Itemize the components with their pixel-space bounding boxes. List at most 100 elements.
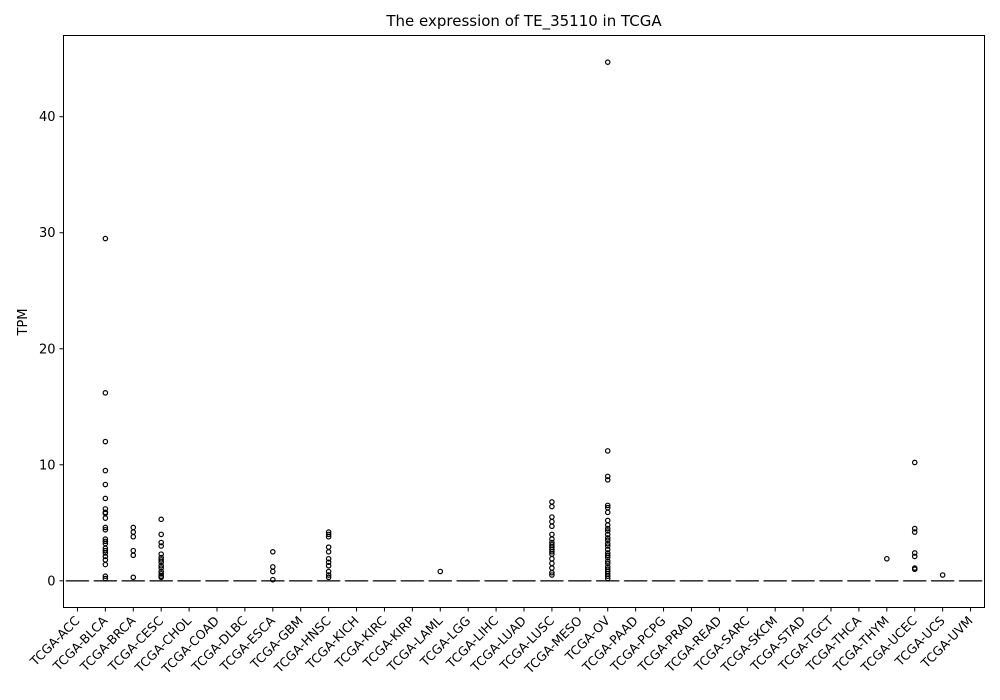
outlier-point [604,531,611,538]
outlier-point [270,576,276,583]
outlier-point [549,514,555,520]
outlier-point [325,574,332,581]
outlier-point [911,566,918,573]
outlier-point [325,572,332,578]
outlier-point [549,531,555,538]
outlier-point [549,503,555,510]
outlier-point [911,550,918,556]
outlier-point [102,467,109,474]
outlier-point [604,554,611,561]
outlier-point [604,477,611,483]
outlier-point [130,529,137,535]
outlier-point [158,516,164,523]
outlier-point [604,558,611,564]
outlier-point [102,235,109,242]
outlier-point [270,549,276,555]
box-tcga-ucs [930,572,955,582]
outlier-point [325,533,332,540]
box-tcga-esca [261,549,285,583]
outlier-point [158,559,164,566]
outlier-point [549,569,555,576]
outlier-point [158,557,164,563]
outlier-point [102,495,109,502]
outlier-point [604,537,611,544]
box-tcga-cesc [149,516,173,582]
outlier-point [325,549,332,555]
outlier-point [884,555,890,562]
outlier-point [158,574,164,581]
outlier-point [604,560,611,567]
y-tick-label: 30 [39,226,56,241]
outlier-point [604,543,611,549]
outlier-point [604,552,611,559]
y-tick-label: 10 [39,458,56,473]
outlier-point [270,564,276,570]
outlier-point [604,473,611,480]
outlier-point [325,544,332,550]
outlier-point [604,509,611,516]
outlier-point [130,552,137,559]
outlier-point [549,555,555,562]
outlier-point [604,448,611,454]
outlier-point [102,524,109,531]
box-tcga-lusc [540,499,564,582]
y-tick-label: 0 [47,574,55,589]
outlier-point [270,568,276,575]
outlier-point [549,572,555,578]
outlier-point [102,526,109,533]
x-axis: TCGA-ACCTCGA-BLCATCGA-BRCATCGA-CESCTCGA-… [26,607,976,677]
outlier-point [102,550,109,556]
outlier-point [911,553,918,560]
box-tcga-hnsc [316,529,341,582]
box-tcga-laml [428,568,453,582]
plot-area [65,59,983,583]
outlier-point [939,572,946,578]
box-tcga-thym [875,555,899,582]
outlier-point [325,568,332,575]
y-tick-label: 40 [39,110,56,125]
outlier-point [911,529,918,535]
outlier-point [158,539,164,546]
outlier-point [325,562,332,569]
outlier-point [549,523,555,530]
outlier-point [130,533,137,540]
outlier-point [604,573,611,579]
outlier-point [437,568,444,575]
outlier-point [549,565,555,571]
outlier-point [130,524,137,531]
outlier-point [102,515,109,521]
outlier-point [158,565,164,571]
y-tick-label: 20 [39,342,56,357]
outlier-point [325,555,332,562]
outlier-point [130,574,137,581]
outlier-point [604,540,611,547]
outlier-point [604,528,611,534]
outlier-point [911,459,918,466]
outlier-point [911,525,918,532]
outlier-point [102,438,109,445]
outlier-point [604,517,611,524]
outlier-point [102,481,109,488]
outlier-point [158,551,164,557]
plot-frame [63,35,985,608]
y-axis: 0 10 20 30 40 [39,110,64,589]
outlier-point [102,561,109,568]
outlier-point [549,518,555,525]
outlier-point [325,531,332,538]
outlier-point [158,562,164,569]
outlier-point [604,59,611,65]
box-tcga-brca [121,524,146,582]
outlier-point [102,573,109,579]
outlier-point [604,522,611,528]
chart-title: The expression of TE_35110 in TCGA [385,12,662,31]
y-axis-label: TPM [16,309,31,337]
box-tcga-ucec [902,459,927,582]
outlier-point [102,575,109,582]
outlier-point [102,390,109,396]
outlier-point [325,559,332,566]
outlier-point [604,502,611,509]
outlier-point [604,535,611,541]
box-tcga-ov [595,59,620,582]
outlier-point [549,499,555,505]
